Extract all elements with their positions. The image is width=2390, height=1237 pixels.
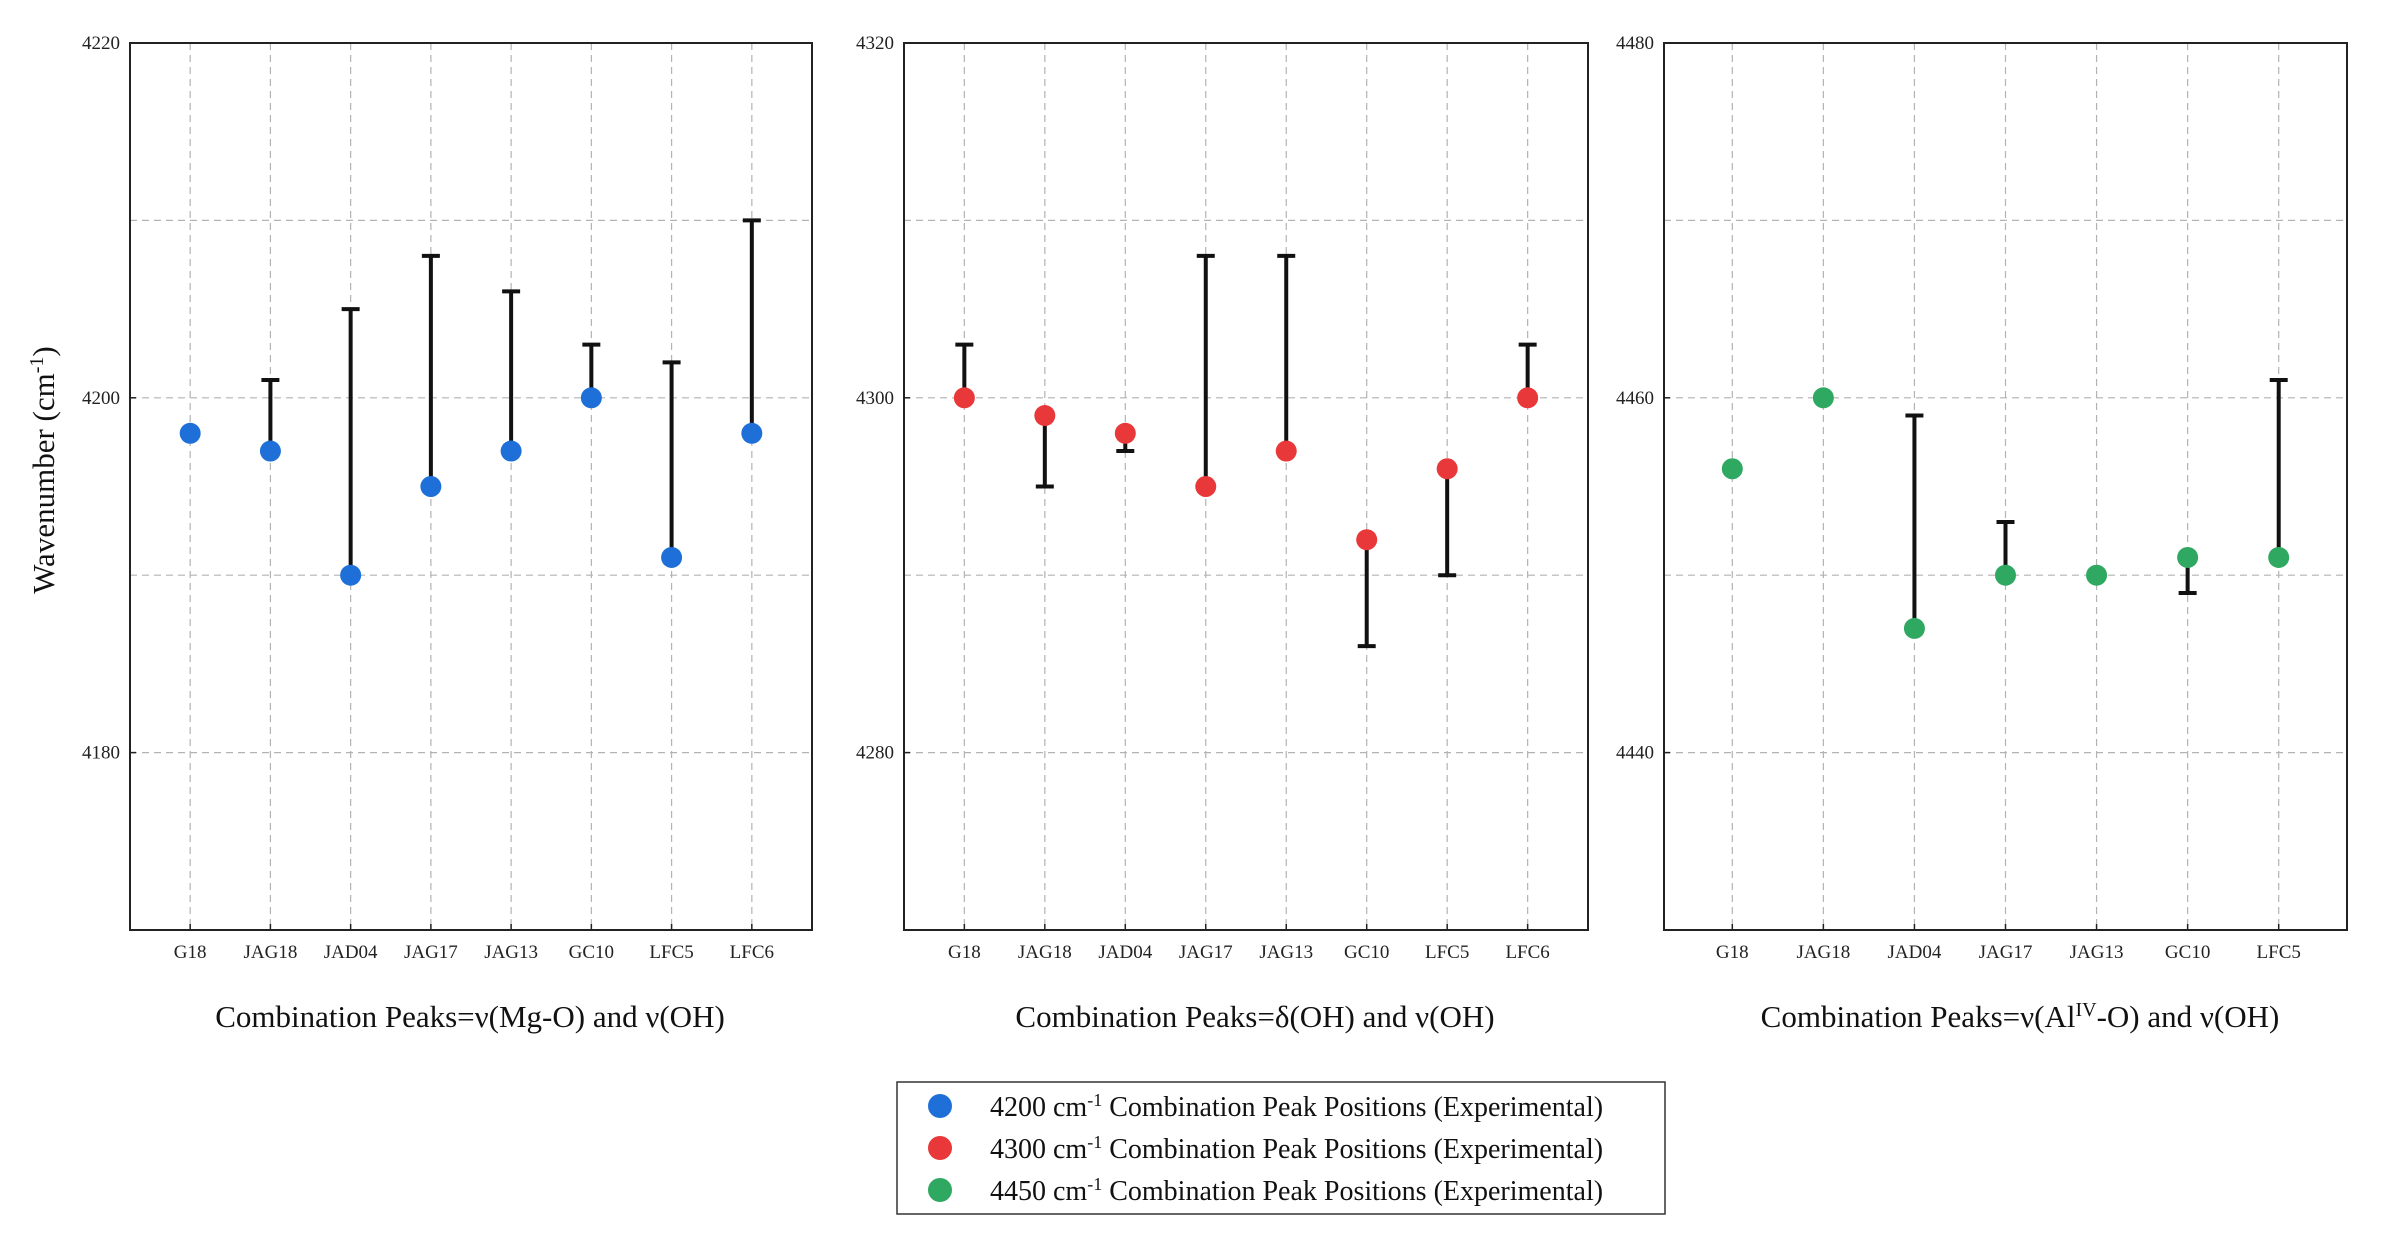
y-tick-label: 4180 (82, 743, 120, 764)
x-tick-label: LFC5 (2257, 942, 2301, 963)
data-point-lfc5 (661, 546, 683, 568)
x-tick-label: JAG18 (1796, 942, 1850, 963)
data-point-jag17 (1995, 564, 2016, 586)
data-point-jad04 (340, 564, 362, 586)
x-tick-label: JAG17 (404, 942, 458, 963)
legend-entry-4300: 4300 cm-1 Combination Peak Positions (Ex… (990, 1132, 1603, 1165)
x-tick-label: JAG18 (1018, 942, 1072, 963)
panel-al-o: 4440 4460 4480 G18 JAG18 JAD04 JAG17 JAG13 GC10 L… (1616, 33, 2348, 963)
y-tick-label: 4200 (82, 388, 120, 409)
data-point-lfc6 (1517, 387, 1539, 409)
x-tick-label: GC10 (2165, 942, 2210, 963)
legend: 4200 cm-1 Combination Peak Positions (Ex… (896, 1081, 1666, 1215)
data-point-gc10 (1356, 529, 1378, 551)
data-point-jag18 (1034, 405, 1056, 427)
y-axis-label: Wavenumber (cm-1) (26, 346, 61, 593)
panel-mg-o: 4180 4200 4220 G18 JAG18 JAD04 JAG17 JAG13 GC10 L… (82, 33, 813, 963)
y-axis-label-main: Wavenumber (cm (26, 373, 61, 593)
x-tick-label: JAG17 (1979, 942, 2033, 963)
legend-marker-4200 (928, 1094, 952, 1118)
x-tick-label: G18 (1716, 942, 1749, 963)
legend-marker-4450 (928, 1178, 952, 1202)
x-tick-label: JAG13 (2070, 942, 2124, 963)
x-tick-label: JAD04 (324, 942, 378, 963)
data-point-jag17 (1195, 476, 1217, 497)
x-tick-label: LFC5 (649, 942, 693, 963)
x-axis-label-panel-1: Combination Peaks=ν(Mg-O) and ν(OH) (215, 999, 725, 1034)
x-tick-label: G18 (948, 942, 981, 963)
data-point-jad04 (1903, 617, 1925, 639)
data-point-g18 (179, 422, 201, 444)
x-tick-label: JAD04 (1888, 942, 1942, 963)
x-tick-label: GC10 (1344, 942, 1389, 963)
x-tick-label: LFC6 (730, 942, 774, 963)
y-tick-label: 4300 (856, 388, 894, 409)
legend-marker-4300 (928, 1136, 952, 1160)
data-point-lfc5 (1436, 458, 1458, 480)
y-tick-label: 4460 (1616, 388, 1654, 409)
x-tick-label: JAG13 (1259, 942, 1313, 963)
y-tick-label: 4440 (1616, 743, 1654, 764)
x-axis-label-panel-3-sup: IV (2075, 999, 2097, 1021)
x-axis-label-panel-2: Combination Peaks=δ(OH) and ν(OH) (1015, 999, 1494, 1034)
x-tick-label: JAD04 (1098, 942, 1152, 963)
data-point-jag13 (1275, 440, 1297, 462)
x-tick-label: GC10 (569, 942, 614, 963)
data-point-jag13 (2086, 564, 2108, 586)
x-tick-label: JAG17 (1179, 942, 1233, 963)
data-point-lfc5 (2268, 546, 2290, 568)
legend-entry-4200: 4200 cm-1 Combination Peak Positions (Ex… (990, 1090, 1603, 1123)
y-axis-label-sup: -1 (26, 357, 48, 374)
data-point-g18 (953, 387, 975, 409)
plot-frame (129, 42, 813, 931)
panel-delta-oh: 4280 4300 4320 G18 JAG18 JAD04 JAG17 JAG13 GC10 L… (856, 33, 1589, 963)
x-tick-label: LFC5 (1425, 942, 1469, 963)
y-tick-label: 4280 (856, 743, 894, 764)
x-axis-label-panel-3: Combination Peaks=ν(AlIV-O) and ν(OH) (1761, 999, 2280, 1034)
legend-entry-4450: 4450 cm-1 Combination Peak Positions (Ex… (990, 1174, 1603, 1207)
x-axis-label-panel-3-rest: -O) and ν(OH) (2097, 999, 2280, 1034)
data-point-jag18 (1812, 387, 1834, 409)
y-tick-label: 4320 (856, 33, 894, 54)
y-tick-label: 4480 (1616, 33, 1654, 54)
data-point-lfc6 (741, 422, 763, 444)
data-point-gc10 (2177, 546, 2199, 568)
x-tick-label: JAG13 (484, 942, 538, 963)
x-tick-label: LFC6 (1505, 942, 1549, 963)
plot-frame (903, 42, 1589, 931)
data-point-g18 (1721, 458, 1743, 480)
data-point-jad04 (1114, 422, 1136, 444)
data-point-jag18 (259, 440, 281, 462)
legend-frame (896, 1081, 1666, 1215)
data-point-jag13 (500, 440, 522, 462)
x-tick-label: G18 (174, 942, 207, 963)
data-point-gc10 (580, 387, 602, 409)
y-tick-label: 4220 (82, 33, 120, 54)
x-tick-label: JAG18 (243, 942, 297, 963)
data-point-jag17 (420, 476, 442, 497)
y-axis-label-end: ) (26, 346, 61, 356)
x-axis-label-panel-3-main: Combination Peaks=ν(Al (1761, 999, 2076, 1034)
